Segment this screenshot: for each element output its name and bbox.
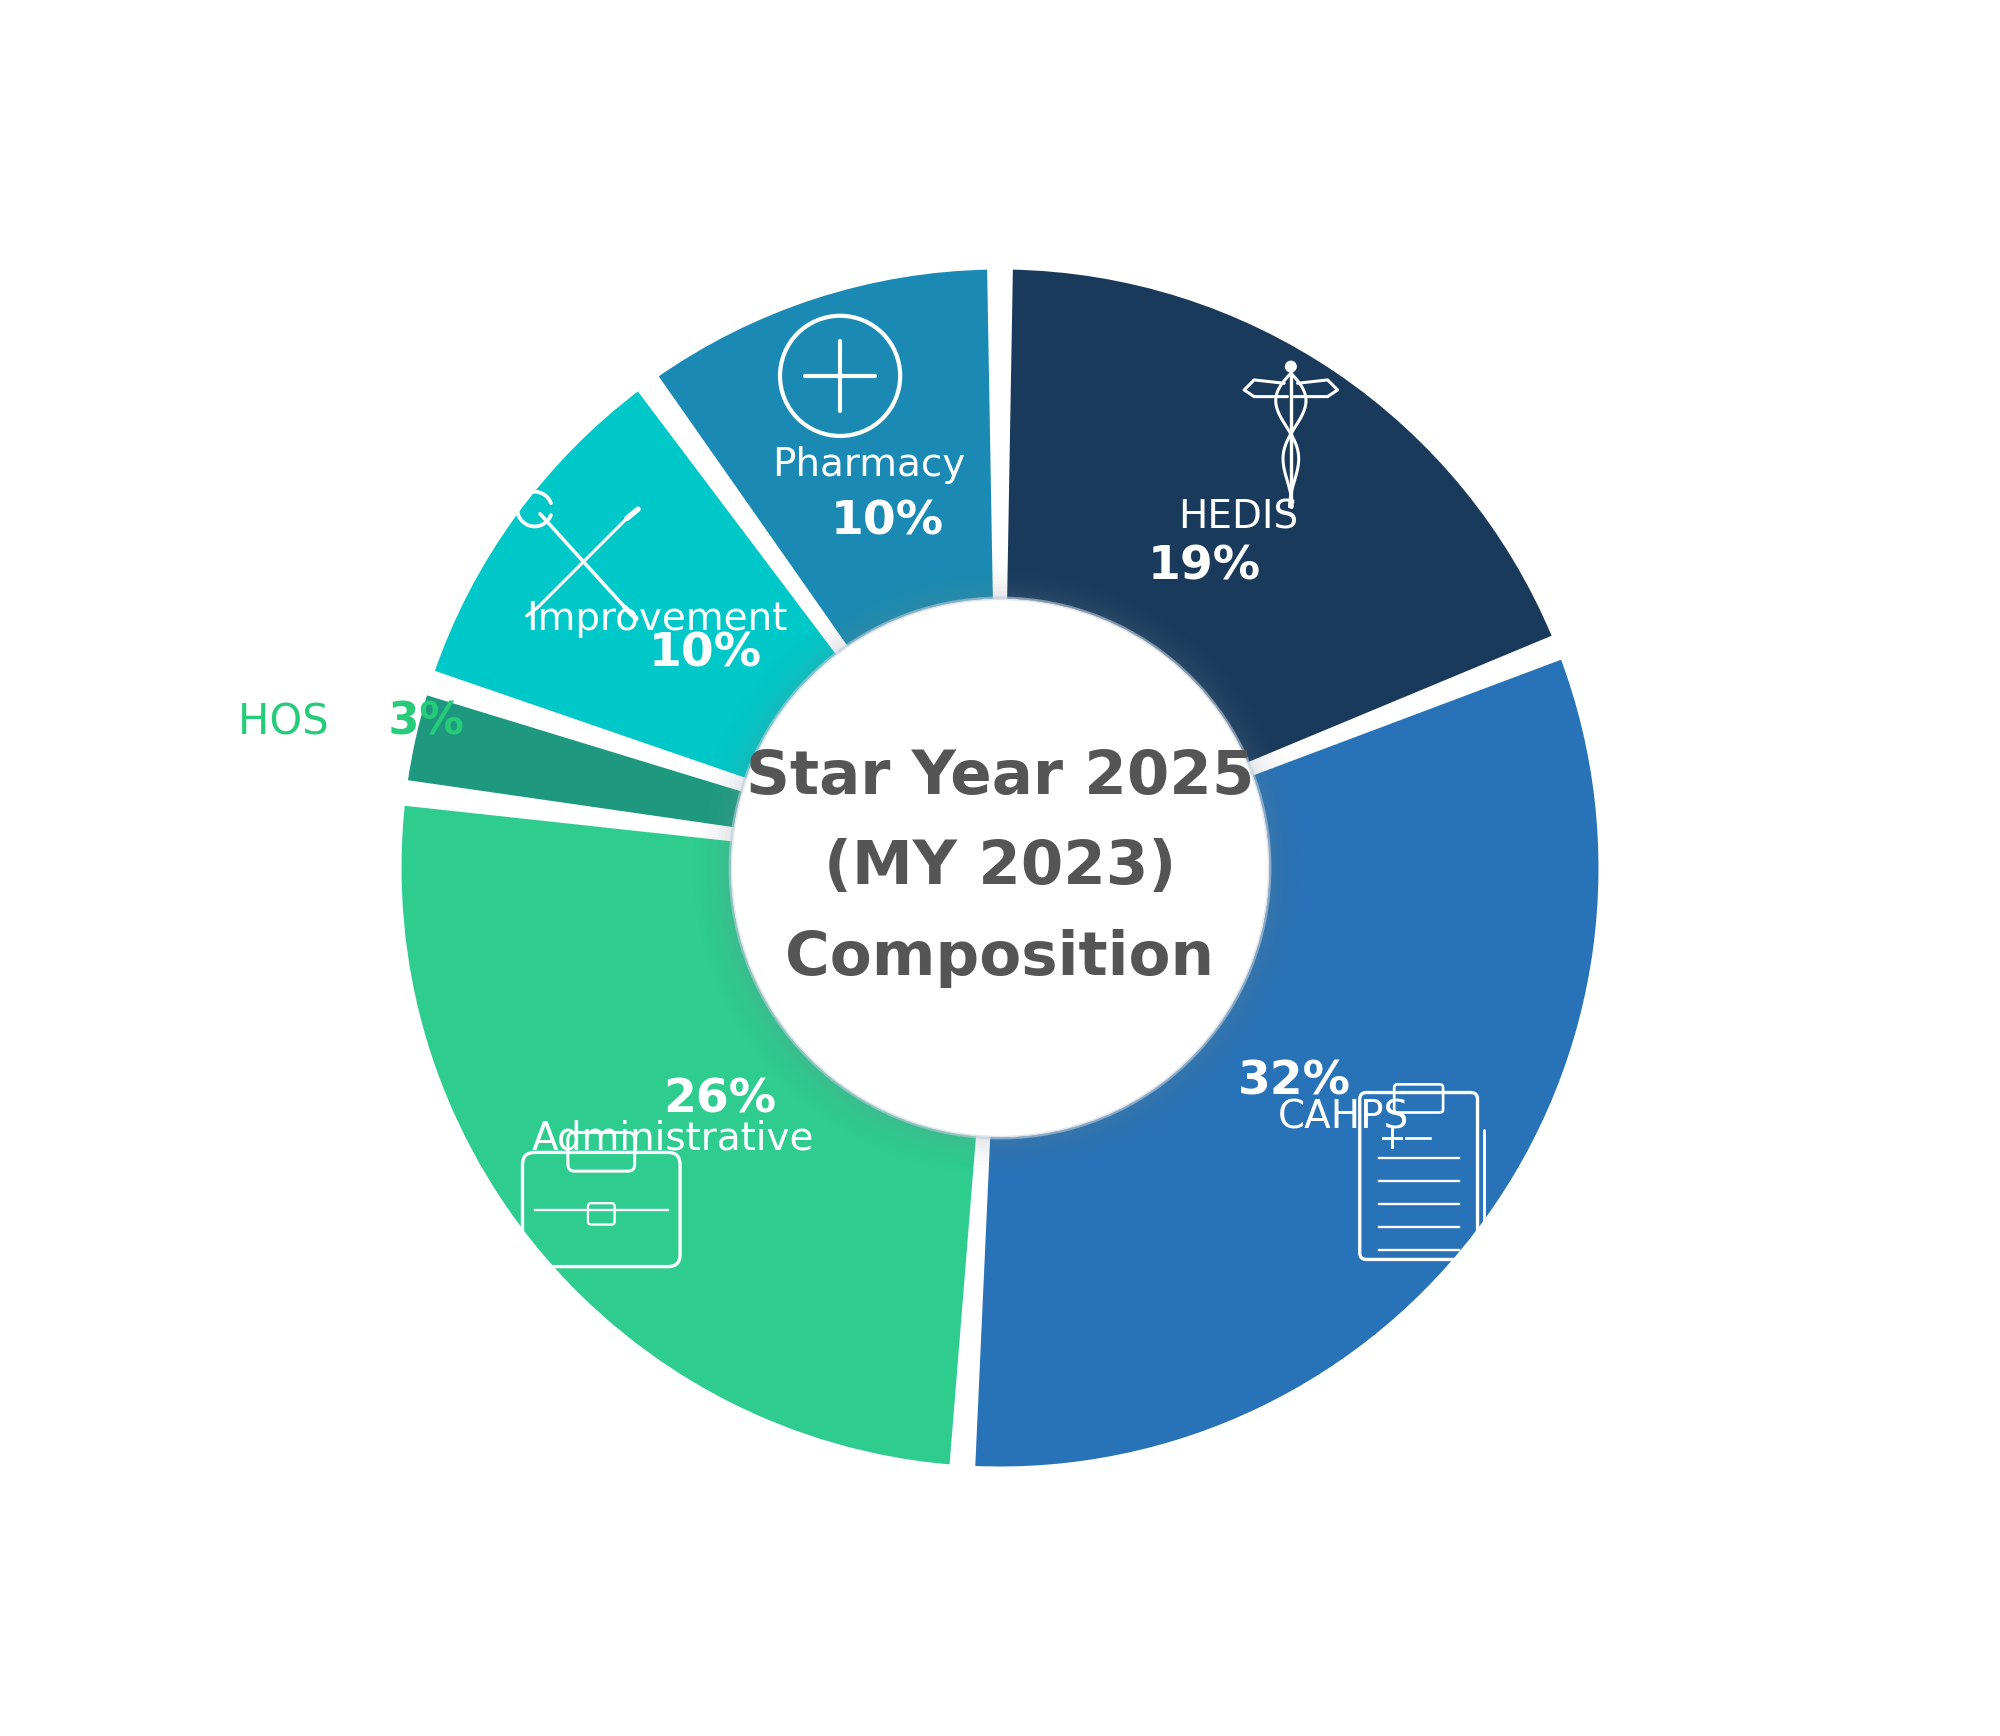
Text: 19%: 19% xyxy=(1148,545,1262,590)
Text: 10%: 10% xyxy=(650,632,762,677)
Circle shape xyxy=(732,601,1268,1135)
Circle shape xyxy=(1284,361,1296,373)
Text: Composition: Composition xyxy=(786,929,1214,988)
Text: 26%: 26% xyxy=(664,1078,776,1123)
Wedge shape xyxy=(432,389,840,781)
Wedge shape xyxy=(656,267,996,649)
Wedge shape xyxy=(1004,267,1554,766)
Text: HEDIS: HEDIS xyxy=(1178,498,1298,536)
Text: 3%: 3% xyxy=(342,701,464,743)
Text: HOS: HOS xyxy=(238,701,342,743)
Text: Improvement: Improvement xyxy=(526,601,788,637)
Text: Administrative: Administrative xyxy=(532,1120,814,1158)
Text: Pharmacy: Pharmacy xyxy=(772,446,966,484)
Wedge shape xyxy=(400,804,978,1467)
Text: CAHPS: CAHPS xyxy=(1278,1099,1408,1135)
Wedge shape xyxy=(406,693,744,830)
Text: 32%: 32% xyxy=(1238,1059,1350,1104)
Text: (MY 2023): (MY 2023) xyxy=(824,838,1176,898)
Text: Star Year 2025: Star Year 2025 xyxy=(746,748,1254,807)
Wedge shape xyxy=(972,656,1600,1469)
Text: 10%: 10% xyxy=(830,500,944,545)
